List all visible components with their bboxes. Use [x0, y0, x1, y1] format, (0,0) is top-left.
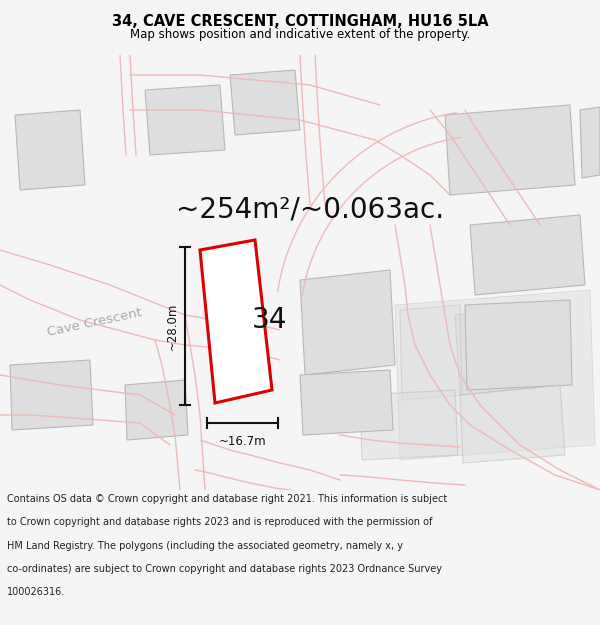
Text: to Crown copyright and database rights 2023 and is reproduced with the permissio: to Crown copyright and database rights 2…: [7, 518, 433, 528]
Polygon shape: [395, 290, 595, 460]
Text: Contains OS data © Crown copyright and database right 2021. This information is : Contains OS data © Crown copyright and d…: [7, 494, 448, 504]
Polygon shape: [300, 270, 395, 375]
Text: co-ordinates) are subject to Crown copyright and database rights 2023 Ordnance S: co-ordinates) are subject to Crown copyr…: [7, 564, 442, 574]
Polygon shape: [230, 70, 300, 135]
Polygon shape: [200, 240, 272, 403]
Polygon shape: [460, 385, 565, 463]
Polygon shape: [465, 300, 572, 390]
Text: ~254m²/~0.063ac.: ~254m²/~0.063ac.: [176, 196, 444, 224]
Polygon shape: [360, 390, 458, 460]
Polygon shape: [445, 105, 575, 195]
Polygon shape: [400, 305, 462, 400]
Polygon shape: [10, 360, 93, 430]
Text: 100026316.: 100026316.: [7, 587, 65, 597]
Polygon shape: [15, 110, 85, 190]
Text: Map shows position and indicative extent of the property.: Map shows position and indicative extent…: [130, 28, 470, 41]
Polygon shape: [470, 215, 585, 295]
Polygon shape: [145, 85, 225, 155]
Text: Cave Crescent: Cave Crescent: [46, 307, 143, 339]
Polygon shape: [455, 305, 565, 395]
Polygon shape: [580, 107, 600, 178]
Text: 34, CAVE CRESCENT, COTTINGHAM, HU16 5LA: 34, CAVE CRESCENT, COTTINGHAM, HU16 5LA: [112, 14, 488, 29]
Text: ~16.7m: ~16.7m: [218, 435, 266, 448]
Text: HM Land Registry. The polygons (including the associated geometry, namely x, y: HM Land Registry. The polygons (includin…: [7, 541, 403, 551]
Polygon shape: [300, 370, 393, 435]
Text: 34: 34: [253, 306, 287, 334]
Polygon shape: [125, 380, 188, 440]
Text: ~28.0m: ~28.0m: [166, 302, 179, 350]
